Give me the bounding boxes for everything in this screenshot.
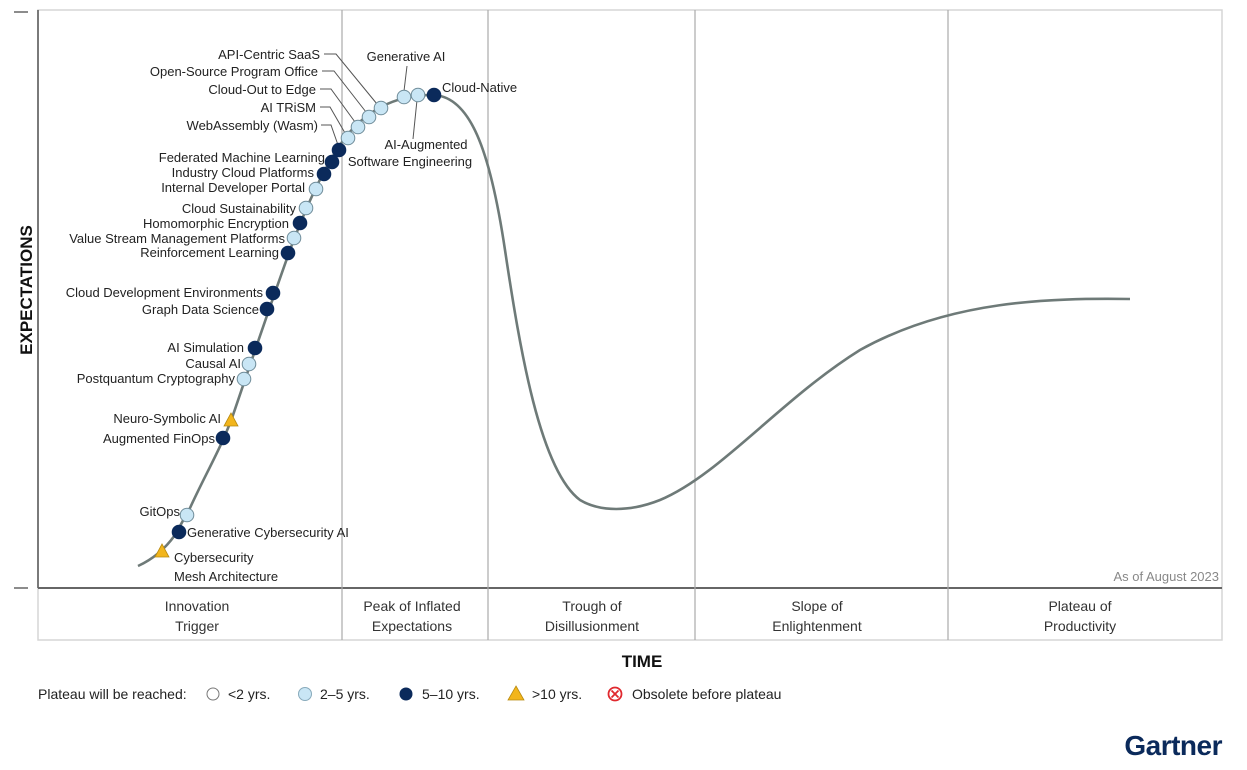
marker-triangle-neuro-symbolic-ai — [223, 412, 239, 427]
label-webassembly-wasm: WebAssembly (Wasm) — [187, 118, 318, 133]
marker-graph-data-science — [259, 301, 275, 317]
x-axis-label: TIME — [622, 652, 663, 671]
phase-label: Innovation — [165, 598, 230, 614]
label-ai-simulation: AI Simulation — [167, 340, 244, 355]
marker-gitops — [179, 507, 195, 523]
legend: Plateau will be reached: <2 yrs. 2–5 yrs… — [38, 685, 781, 702]
label-federated-machine-learning: Federated Machine Learning — [159, 150, 325, 165]
label-ai-trism: AI TRiSM — [261, 100, 316, 115]
leader-line — [321, 124, 339, 146]
phase-label: Expectations — [372, 618, 452, 634]
label-api-centric-saas: API-Centric SaaS — [218, 47, 320, 62]
technology-markers — [154, 87, 442, 558]
label-homomorphic-encryption: Homomorphic Encryption — [143, 216, 289, 231]
legend-title: Plateau will be reached: — [38, 686, 187, 702]
label-ai-augmented: AI-Augmented — [384, 137, 467, 152]
phase-label: Enlightenment — [772, 618, 862, 634]
label-gitops: GitOps — [140, 504, 181, 519]
legend-label: Obsolete before plateau — [632, 686, 781, 702]
label-cloud-native: Cloud-Native — [442, 80, 517, 95]
legend-label: 5–10 yrs. — [422, 686, 480, 702]
leader-line — [320, 106, 346, 134]
label-augmented-finops: Augmented FinOps — [103, 431, 216, 446]
marker-open-source-program-office — [361, 109, 377, 125]
y-axis-label: EXPECTATIONS — [17, 225, 36, 355]
gartner-logo: Gartner — [1124, 730, 1222, 761]
legend-label: 2–5 yrs. — [320, 686, 370, 702]
hype-curve — [137, 93, 1131, 568]
phase-label: Plateau of — [1048, 598, 1111, 614]
marker-ai-augmented — [410, 87, 426, 103]
leader-line — [322, 70, 367, 113]
technology-labels: Cybersecurity Mesh Architecture Generative… — [66, 47, 517, 584]
leader-line — [412, 99, 418, 140]
phase-label: Disillusionment — [545, 618, 639, 634]
as-of-date: As of August 2023 — [1113, 569, 1219, 584]
marker-api-centric-saas — [373, 100, 389, 116]
label-cloud-out-to-edge: Cloud-Out to Edge — [208, 82, 316, 97]
label-graph-data-science: Graph Data Science — [142, 302, 259, 317]
leader-lines — [320, 53, 418, 146]
marker-cloud-native — [426, 87, 442, 103]
light-blue-circle-icon — [298, 687, 312, 701]
marker-postquantum-cryptography — [236, 371, 252, 387]
marker-industry-cloud-platforms — [316, 166, 332, 182]
marker-triangle-cybersecurity — [154, 543, 170, 558]
label-generative-cybersecurity-ai: Generative Cybersecurity AI — [187, 525, 349, 540]
leader-line — [320, 88, 356, 123]
dark-navy-circle-icon — [399, 687, 413, 701]
marker-homomorphic-encryption — [292, 215, 308, 231]
label-internal-developer-portal: Internal Developer Portal — [161, 180, 305, 195]
marker-value-stream-management-platforms — [286, 230, 302, 246]
label-causal-ai: Causal AI — [185, 356, 241, 371]
phase-label: Peak of Inflated — [363, 598, 460, 614]
marker-ai-simulation — [247, 340, 263, 356]
label-postquantum-cryptography: Postquantum Cryptography — [77, 371, 236, 386]
leader-line — [324, 53, 378, 105]
label-cloud-development-environments: Cloud Development Environments — [66, 285, 264, 300]
leader-line — [403, 65, 408, 92]
marker-causal-ai — [241, 356, 257, 372]
marker-internal-developer-portal — [308, 181, 324, 197]
label-value-stream-management-platforms: Value Stream Management Platforms — [69, 231, 285, 246]
marker-generative-cybersecurity-ai — [171, 524, 187, 540]
marker-cloud-out-to-edge — [350, 119, 366, 135]
label-cybersecurity-line2: Mesh Architecture — [174, 569, 278, 584]
label-open-source-program-office: Open-Source Program Office — [150, 64, 318, 79]
legend-label: >10 yrs. — [532, 686, 582, 702]
marker-augmented-finops — [215, 430, 231, 446]
white-circle-icon — [206, 687, 220, 701]
label-reinforcement-learning: Reinforcement Learning — [140, 245, 279, 260]
label-industry-cloud-platforms: Industry Cloud Platforms — [172, 165, 315, 180]
yellow-triangle-icon — [507, 685, 525, 701]
phase-label: Trough of — [562, 598, 622, 614]
marker-webassembly-wasm — [331, 142, 347, 158]
marker-reinforcement-learning — [280, 245, 296, 261]
marker-cloud-development-environments — [265, 285, 281, 301]
label-neuro-symbolic-ai: Neuro-Symbolic AI — [113, 411, 221, 426]
diagram-frame — [37, 9, 1223, 641]
marker-generative-ai — [396, 89, 412, 105]
red-x-circle-icon — [607, 686, 623, 702]
legend-label: <2 yrs. — [228, 686, 270, 702]
marker-ai-trism — [340, 130, 356, 146]
phase-labels: Innovation Trigger Peak of Inflated Expe… — [165, 598, 1116, 634]
label-cybersecurity: Cybersecurity — [174, 550, 254, 565]
phase-label: Slope of — [791, 598, 842, 614]
phase-dividers — [341, 10, 949, 640]
marker-cloud-sustainability — [298, 200, 314, 216]
label-generative-ai: Generative AI — [367, 49, 446, 64]
phase-label: Trigger — [175, 618, 219, 634]
phase-label: Productivity — [1044, 618, 1116, 634]
label-cloud-sustainability: Cloud Sustainability — [182, 201, 297, 216]
marker-federated-machine-learning — [324, 154, 340, 170]
label-ai-augmented-line2: Software Engineering — [348, 154, 472, 169]
